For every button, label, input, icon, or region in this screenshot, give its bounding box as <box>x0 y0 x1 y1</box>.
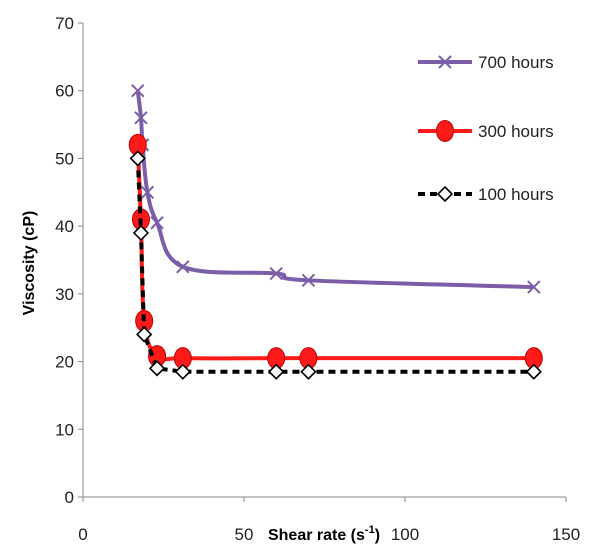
legend-item: 100 hours <box>418 185 554 204</box>
y-tick-label: 40 <box>55 217 74 236</box>
data-point <box>136 326 153 343</box>
legend-marker <box>436 120 454 142</box>
x-axis-title-end: ) <box>375 527 380 544</box>
data-point <box>174 363 191 380</box>
data-point <box>525 363 542 380</box>
x-tick-label: 150 <box>552 525 580 544</box>
y-tick-label: 30 <box>55 285 74 304</box>
legend-label: 100 hours <box>478 185 554 204</box>
x-axis-title: Shear rate (s-1) <box>268 524 380 544</box>
data-point <box>176 260 190 274</box>
data-point <box>129 150 146 167</box>
data-point <box>300 363 317 380</box>
series-line <box>135 144 534 362</box>
series-line <box>135 90 534 290</box>
y-tick-label: 10 <box>55 420 74 439</box>
series-1 <box>128 133 543 370</box>
y-tick-label: 50 <box>55 149 74 168</box>
legend-item: 700 hours <box>418 53 554 72</box>
data-point <box>132 224 150 242</box>
y-tick-label: 60 <box>55 82 74 101</box>
series-layer <box>128 84 543 380</box>
data-point <box>131 84 145 98</box>
data-point <box>148 360 166 377</box>
legend-label: 700 hours <box>478 53 554 72</box>
y-axis-title: Viscosity (cP) <box>21 211 38 316</box>
x-tick-label: 0 <box>78 525 87 544</box>
y-axis: 0 10 20 30 40 50 60 70 <box>55 14 84 507</box>
y-tick-label: 20 <box>55 353 74 372</box>
data-point <box>140 185 155 199</box>
legend-marker <box>438 55 452 69</box>
y-tick-label: 70 <box>55 14 74 33</box>
x-tick-label: 100 <box>391 525 419 544</box>
x-axis: 0 50 100 150 <box>78 496 580 544</box>
x-tick-label: 50 <box>235 525 254 544</box>
data-point <box>134 111 148 125</box>
series-line <box>135 158 534 374</box>
data-point <box>269 266 283 281</box>
y-tick-label: 0 <box>65 488 74 507</box>
data-point <box>150 216 164 230</box>
legend-label: 300 hours <box>478 122 554 141</box>
x-axis-title-sup: -1 <box>365 524 375 536</box>
data-point <box>301 273 316 288</box>
data-point <box>527 280 541 294</box>
legend-marker <box>436 185 454 203</box>
legend: 700 hours 300 hours 100 hours <box>418 53 554 204</box>
legend-item: 300 hours <box>418 120 554 142</box>
data-point <box>268 363 285 380</box>
series-2 <box>129 150 542 380</box>
x-axis-title-main: Shear rate (s <box>268 527 365 544</box>
